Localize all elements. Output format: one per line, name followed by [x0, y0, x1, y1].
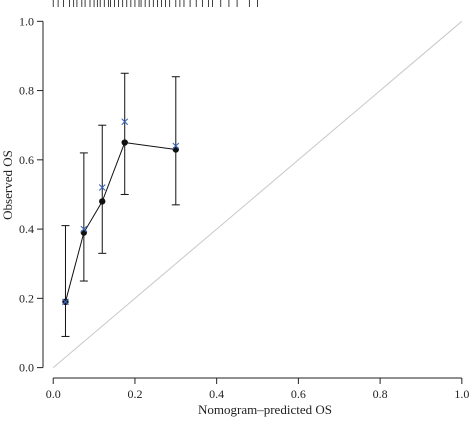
y-tick-label: 0.6	[19, 153, 34, 167]
y-tick-label: 1.0	[19, 14, 34, 28]
x-tick-label: 1.0	[454, 387, 469, 401]
points-group	[62, 139, 179, 306]
y-tick-label: 0.0	[19, 361, 34, 375]
x-marker	[80, 225, 88, 233]
x-marker-stroke	[62, 298, 69, 306]
x-marker	[172, 142, 180, 150]
x-axis-label: Nomogram–predicted OS	[198, 402, 332, 417]
x-tick-label: 0.6	[291, 387, 306, 401]
reference-line-group	[52, 20, 463, 368]
data-point	[80, 229, 88, 236]
x-tick-label: 0.0	[46, 387, 61, 401]
error-bars-group	[61, 72, 180, 337]
x-marker-stroke	[98, 184, 106, 191]
x-tick-label: 0.4	[209, 387, 224, 401]
x-marker-stroke	[172, 142, 180, 150]
x-marker	[121, 118, 129, 126]
reference-line	[52, 20, 463, 368]
data-point	[172, 146, 179, 153]
y-tick-label: 0.4	[19, 222, 34, 236]
x-marker	[62, 298, 69, 306]
data-point	[121, 139, 128, 146]
y-axis-label: Observed OS	[0, 150, 15, 220]
axis-labels-group: Nomogram–predicted OS Observed OS	[0, 150, 332, 417]
x-tick-label: 0.2	[127, 387, 142, 401]
y-tick-label: 0.8	[19, 84, 34, 98]
axes-group: 0.0 0.2 0.4 0.6 0.8 1.0 0.0 0.2 0.4 0.6 0.8 1.0	[19, 14, 469, 401]
rug-group	[52, 0, 258, 7]
x-markers-group	[62, 118, 180, 306]
x-marker-stroke	[80, 225, 88, 233]
y-tick-label: 0.2	[19, 291, 34, 305]
x-marker-stroke	[121, 118, 129, 126]
data-point	[99, 198, 106, 205]
x-marker	[98, 184, 106, 191]
x-tick-label: 0.8	[373, 387, 388, 401]
